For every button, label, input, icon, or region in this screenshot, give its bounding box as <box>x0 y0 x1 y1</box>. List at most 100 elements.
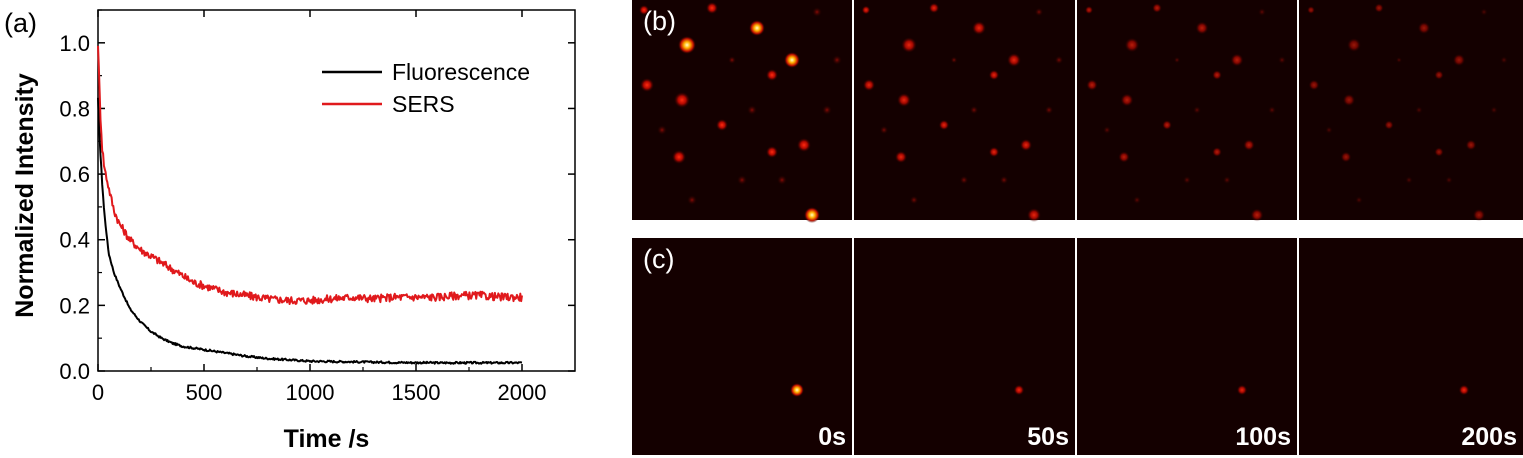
fluorescent-spot <box>909 195 919 205</box>
x-tick-label: 1500 <box>392 380 441 405</box>
fluorescent-spot <box>1347 38 1361 52</box>
fluorescent-spot <box>728 56 736 64</box>
photobleaching-chart: 0 500 1000 1500 2000 0.0 0.2 0.4 0.6 0.8 1.0 Time /… <box>11 9 576 453</box>
fluorescent-spot <box>1118 151 1130 163</box>
fluorescent-spot <box>777 175 787 185</box>
y-tick-label: 0.8 <box>59 96 90 121</box>
fluorescent-spot <box>928 2 940 14</box>
fluorescent-spot <box>1465 139 1477 151</box>
fluorescent-spot <box>1222 175 1232 185</box>
fluorescent-spot <box>790 383 804 397</box>
y-tick-label: 1.0 <box>59 31 90 56</box>
time-label: 0s <box>818 423 846 451</box>
micrograph-background <box>1299 0 1523 220</box>
fluorescent-spot <box>737 175 747 185</box>
micrograph-background <box>854 238 1075 455</box>
chart-legend: Fluorescence SERS <box>322 59 530 117</box>
fluorescent-spot <box>1415 106 1423 114</box>
fluorescent-spot <box>766 146 778 158</box>
fluorescent-spot <box>938 119 950 131</box>
micrograph-frame-b-3 <box>1299 0 1523 222</box>
y-tick-label: 0.0 <box>59 359 90 384</box>
fluorescent-spot <box>1054 55 1064 65</box>
x-tick-label: 1000 <box>286 380 335 405</box>
fluorescent-spot <box>861 5 871 15</box>
y-tick-label: 0.2 <box>59 293 90 318</box>
fluorescent-spot <box>1445 176 1453 184</box>
fluorescent-spot <box>749 20 765 36</box>
fluorescent-spot <box>1250 208 1264 222</box>
fluorescent-spot <box>797 138 811 152</box>
fluorescent-spot <box>766 69 778 81</box>
micrograph-frame-c-3 <box>1299 238 1523 455</box>
fluorescent-spot <box>1257 7 1267 17</box>
fluorescent-spot <box>1182 175 1192 185</box>
fluorescent-spot <box>1084 5 1094 15</box>
fluorescent-spot <box>1384 120 1394 130</box>
fluorescent-spot <box>747 105 757 115</box>
micrograph-frame-c-2 <box>1077 238 1297 455</box>
fluorescent-spot <box>1152 3 1162 13</box>
plot-frame <box>97 9 576 372</box>
fluorescent-spot <box>1434 147 1444 157</box>
fluorescent-spot <box>862 78 876 92</box>
fluorescent-spot <box>999 175 1009 185</box>
fluorescent-spot <box>1490 106 1498 114</box>
fluorescent-spot <box>1500 56 1508 64</box>
fluorescent-spot <box>988 69 1000 81</box>
fluorescent-spot <box>1267 105 1277 115</box>
fluorescent-spot <box>897 93 911 107</box>
fluorescent-spot <box>706 2 718 14</box>
fluorescent-spot <box>1192 105 1202 115</box>
micrograph-background <box>854 0 1075 220</box>
fluorescent-spot <box>1277 55 1287 65</box>
y-tick-label: 0.6 <box>59 162 90 187</box>
fluorescent-spot <box>1086 79 1098 91</box>
micrograph-background <box>1299 238 1523 455</box>
fluorescent-spot <box>901 37 917 53</box>
fluorescent-spot <box>1480 8 1488 16</box>
fluorescent-spot <box>672 150 686 164</box>
fluorescent-spot <box>804 207 820 223</box>
fluorescent-spot <box>1007 53 1021 67</box>
time-label: 100s <box>1235 423 1291 451</box>
fluorescent-spot <box>1173 56 1181 64</box>
fluorescent-spot <box>1132 195 1142 205</box>
fluorescent-spot <box>1340 151 1352 163</box>
x-tick-label: 500 <box>186 380 223 405</box>
series-line-sers <box>97 45 523 305</box>
chart-axes: 0 500 1000 1500 2000 0.0 0.2 0.4 0.6 0.8 1.0 Time /… <box>11 9 576 453</box>
micrograph-frame-c-1 <box>854 238 1075 455</box>
fluorescent-spot <box>640 78 654 92</box>
fluorescent-spot <box>832 55 842 65</box>
micrograph-background <box>1077 238 1297 455</box>
fluorescent-spot <box>1044 105 1054 115</box>
fluorescent-spot <box>1405 176 1413 184</box>
x-tick-label: 2000 <box>498 380 547 405</box>
fluorescent-spot <box>1013 384 1025 396</box>
fluorescent-spot <box>1236 384 1248 396</box>
fluorescent-spot <box>950 56 958 64</box>
fluorescent-spot <box>1417 21 1431 35</box>
fluorescent-spot <box>678 36 696 54</box>
time-label: 50s <box>1027 423 1069 451</box>
fluorescent-spot <box>988 146 1000 158</box>
fluorescent-spot <box>674 92 690 108</box>
fluorescent-spot <box>657 125 667 135</box>
micrograph-background <box>1077 0 1297 220</box>
fluorescent-spot <box>1124 37 1140 53</box>
fluorescent-spot <box>1434 70 1444 80</box>
fluorescent-spot <box>972 21 986 35</box>
fluorescent-spot <box>1019 138 1033 152</box>
fluorescent-spot <box>1212 147 1222 157</box>
micrograph-frame-b-2 <box>1077 0 1297 222</box>
fluorescent-spot <box>822 105 832 115</box>
y-axis-label: Normalized Intensity <box>11 73 39 318</box>
fluorescent-spot <box>1342 93 1356 107</box>
x-axis-label: Time /s <box>284 425 370 453</box>
fluorescent-spot <box>1027 208 1041 222</box>
fluorescent-spot <box>1120 93 1134 107</box>
fluorescent-spot <box>1472 208 1486 222</box>
fluorescent-spot <box>1374 3 1384 13</box>
legend-label: Fluorescence <box>392 59 530 85</box>
